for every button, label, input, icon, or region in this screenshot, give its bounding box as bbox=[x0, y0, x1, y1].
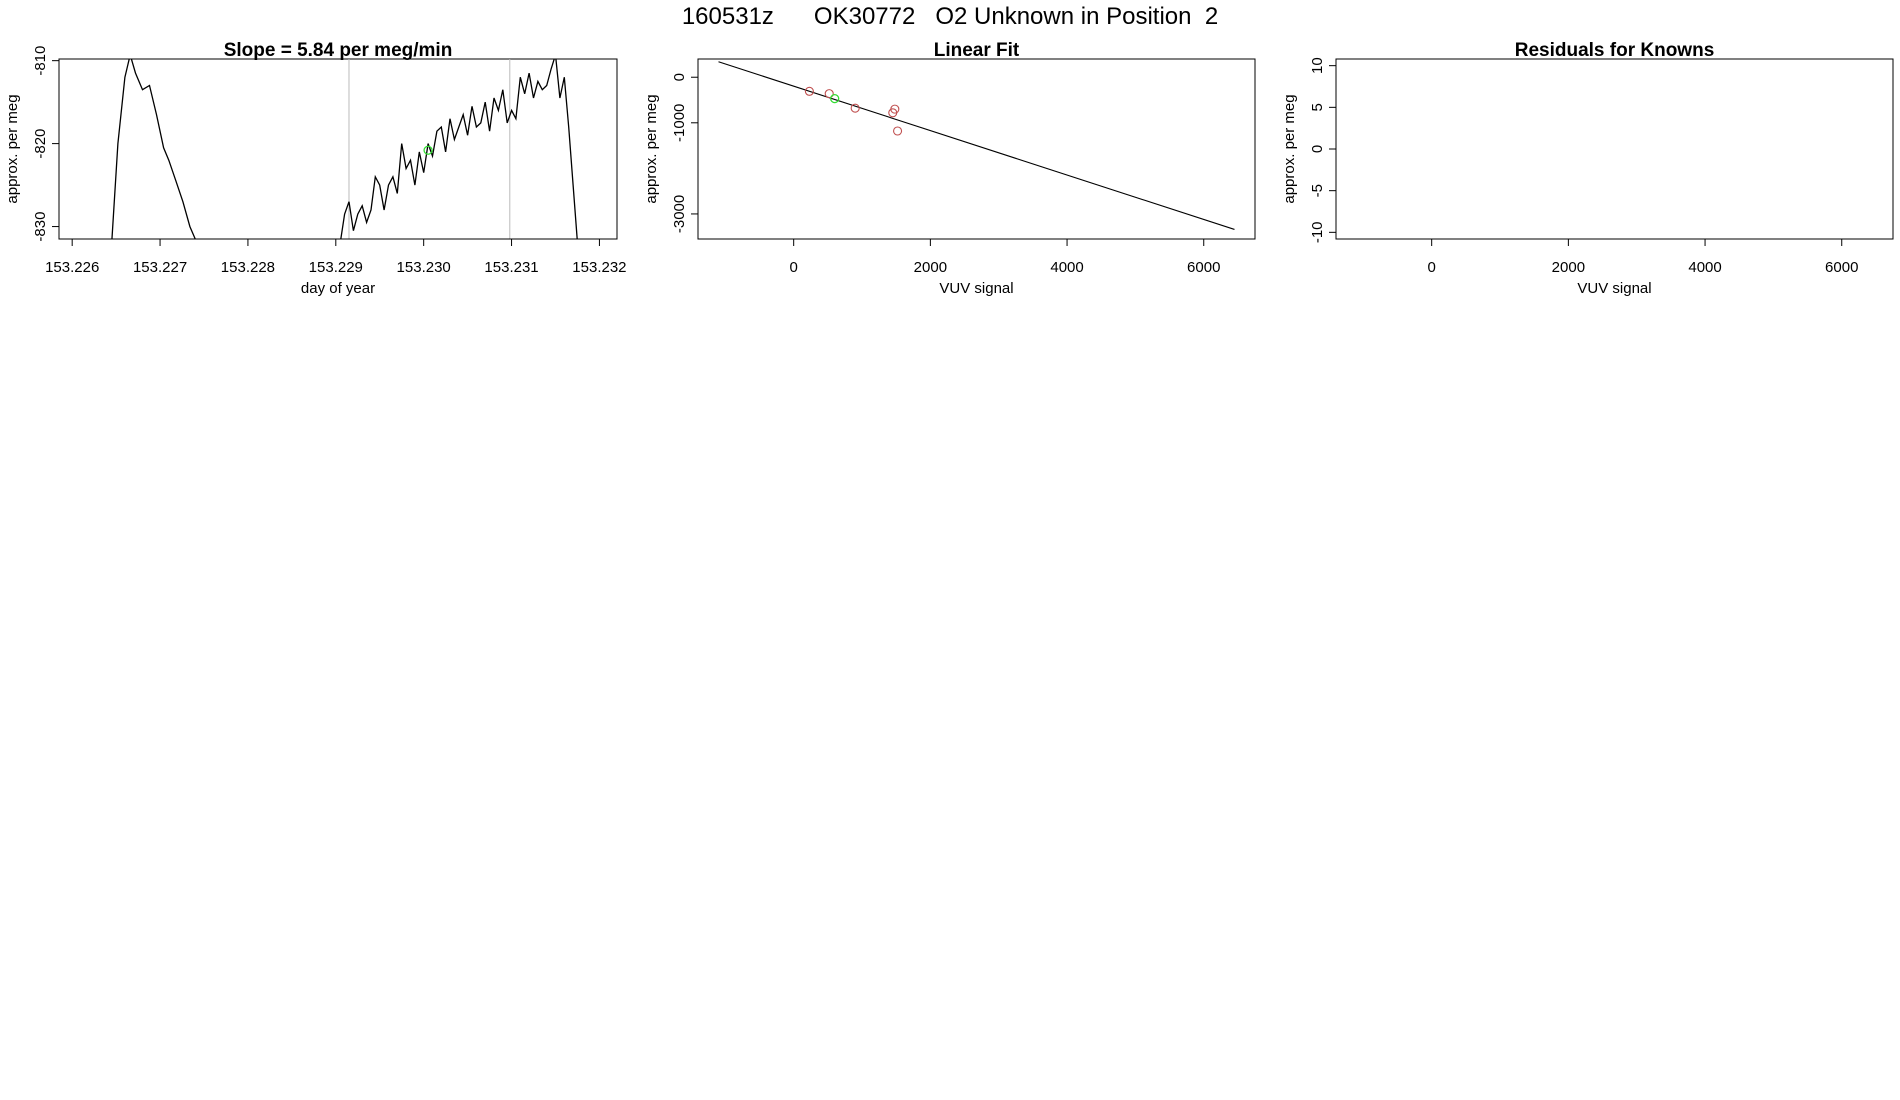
y-axis: -10 -5 0 5 10 bbox=[1309, 57, 1337, 243]
known-point bbox=[824, 89, 834, 99]
known-point bbox=[804, 86, 814, 96]
x-tick-label: 0 bbox=[790, 259, 798, 276]
y-axis: -830 -820 -810 bbox=[32, 46, 60, 242]
data-marks bbox=[718, 61, 1235, 230]
plot-frame bbox=[697, 58, 1256, 240]
panel-title: Residuals for Knowns bbox=[1515, 40, 1715, 61]
trace-line-2 bbox=[340, 59, 578, 239]
unknown-point bbox=[423, 145, 433, 155]
panel-title: Linear Fit bbox=[934, 40, 1020, 61]
x-tick-label: 0 bbox=[1428, 259, 1436, 276]
x-tick-label: 2000 bbox=[1552, 259, 1585, 276]
reference-lines bbox=[348, 59, 511, 239]
x-axis-label: day of year bbox=[301, 280, 375, 297]
fit-line bbox=[718, 61, 1235, 230]
x-tick-label: 153.230 bbox=[397, 259, 451, 276]
y-tick-label: -830 bbox=[32, 212, 49, 242]
x-axis: 153.226 153.227 153.228 153.229 153.230 153.2… bbox=[45, 238, 627, 276]
y-tick-label: 0 bbox=[671, 73, 688, 81]
y-tick-label: -10 bbox=[1309, 221, 1326, 243]
x-tick-label: 4000 bbox=[1050, 259, 1083, 276]
known-point bbox=[890, 104, 900, 114]
plot-frame bbox=[58, 58, 618, 240]
y-tick-label: -820 bbox=[32, 129, 49, 159]
y-axis-label: approx. per meg bbox=[643, 94, 660, 203]
plot-frame bbox=[1335, 58, 1894, 240]
x-tick-label: 2000 bbox=[914, 259, 947, 276]
y-tick-label: -1000 bbox=[671, 104, 688, 142]
panel-title: Slope = 5.84 per meg/min bbox=[224, 40, 453, 61]
x-tick-label: 4000 bbox=[1688, 259, 1721, 276]
x-tick-label: 153.226 bbox=[45, 259, 99, 276]
x-tick-label: 153.231 bbox=[484, 259, 538, 276]
known-point bbox=[893, 126, 903, 136]
y-tick-label: -5 bbox=[1309, 184, 1326, 197]
x-tick-label: 153.232 bbox=[572, 259, 626, 276]
unknown-point bbox=[830, 93, 840, 104]
trace-line-1 bbox=[111, 59, 196, 239]
x-tick-label: 153.229 bbox=[309, 259, 363, 276]
y-tick-label: -810 bbox=[32, 46, 49, 76]
y-tick-label: 5 bbox=[1309, 103, 1326, 111]
x-tick-label: 6000 bbox=[1825, 259, 1858, 276]
x-tick-label: 6000 bbox=[1187, 259, 1220, 276]
panel-residuals: Residuals for Knowns VUV signal approx. … bbox=[1281, 40, 1894, 297]
x-tick-label: 153.228 bbox=[221, 259, 275, 276]
y-tick-label: 10 bbox=[1309, 57, 1326, 74]
x-tick-label: 153.227 bbox=[133, 259, 187, 276]
y-axis-label: approx. per meg bbox=[1281, 94, 1298, 203]
y-tick-label: 0 bbox=[1309, 145, 1326, 153]
x-axis-label: VUV signal bbox=[939, 280, 1013, 297]
data-marks bbox=[111, 59, 578, 239]
x-axis-label: VUV signal bbox=[1577, 280, 1651, 297]
panel-timeseries: Slope = 5.84 per meg/min day of year app… bbox=[4, 40, 627, 297]
panel-linear-fit: Linear Fit VUV signal approx. per meg 0 2… bbox=[643, 40, 1256, 297]
y-axis-label: approx. per meg bbox=[4, 94, 21, 203]
figure-title: 160531z OK30772 O2 Unknown in Position 2 bbox=[681, 3, 1219, 30]
y-tick-label: -3000 bbox=[671, 195, 688, 233]
x-axis: 0 2000 4000 6000 bbox=[1428, 238, 1858, 276]
y-axis: -3000 -1000 0 bbox=[671, 73, 699, 233]
known-point bbox=[850, 103, 860, 113]
x-axis: 0 2000 4000 6000 bbox=[790, 238, 1220, 276]
